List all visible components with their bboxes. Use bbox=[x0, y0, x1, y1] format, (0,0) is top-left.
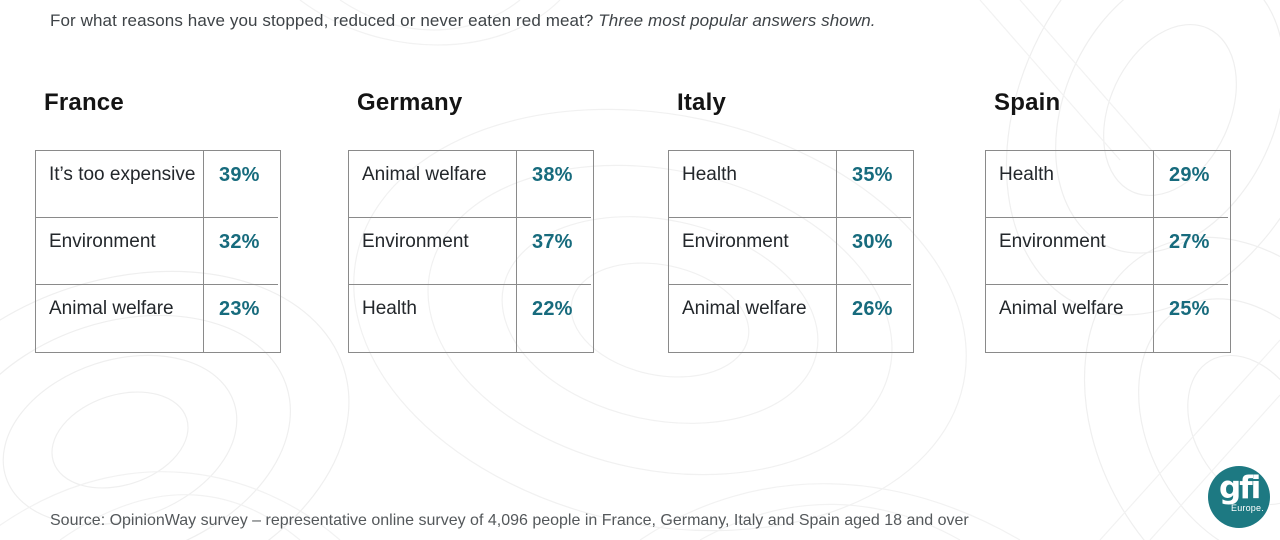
table-cell-reason: It’s too expensive bbox=[36, 151, 204, 218]
table-cell-percent: 23% bbox=[219, 298, 260, 320]
country-block-spain: Spain Health 29% Environment 27% Animal … bbox=[985, 88, 1231, 353]
table-cell-percent: 30% bbox=[837, 218, 911, 285]
table-cell-percent: 39% bbox=[204, 151, 278, 218]
table-cell-reason: Environment bbox=[986, 218, 1154, 285]
table-cell-reason: Animal welfare bbox=[986, 285, 1154, 352]
table-cell-reason: Health bbox=[986, 151, 1154, 218]
table-cell-percent: 22% bbox=[532, 298, 573, 320]
page-title: For what reasons have you stopped, reduc… bbox=[50, 11, 876, 31]
table-cell-reason: Health bbox=[669, 151, 837, 218]
table-cell-reason: Health bbox=[349, 285, 517, 352]
table-germany: Animal welfare 38% Environment 37% Healt… bbox=[348, 150, 594, 353]
gfi-logo-text: gfi bbox=[1219, 470, 1261, 506]
country-heading-france: France bbox=[44, 89, 124, 116]
table-cell-percent: 25% bbox=[1169, 298, 1210, 320]
title-main: For what reasons have you stopped, reduc… bbox=[50, 11, 599, 30]
country-block-italy: Italy Health 35% Environment 30% Animal … bbox=[668, 88, 914, 353]
table-cell-percent: 35% bbox=[837, 151, 911, 218]
table-cell-reason: Environment bbox=[669, 218, 837, 285]
title-emphasis: Three most popular answers shown. bbox=[598, 11, 876, 30]
table-cell-percent: 27% bbox=[1154, 218, 1228, 285]
table-cell-reason: Environment bbox=[349, 218, 517, 285]
country-heading-spain: Spain bbox=[994, 89, 1061, 116]
source-attribution: Source: OpinionWay survey – representati… bbox=[50, 512, 969, 529]
country-block-france: France It’s too expensive 39% Environmen… bbox=[35, 88, 281, 353]
gfi-logo-region-text: Europe. bbox=[1231, 503, 1264, 513]
table-cell-reason: Animal welfare bbox=[349, 151, 517, 218]
table-cell-percent: 38% bbox=[517, 151, 591, 218]
table-france: It’s too expensive 39% Environment 32% A… bbox=[35, 150, 281, 353]
table-cell-percent: 29% bbox=[1154, 151, 1228, 218]
country-heading-germany: Germany bbox=[357, 89, 463, 116]
table-cell-percent: 37% bbox=[517, 218, 591, 285]
table-spain: Health 29% Environment 27% Animal welfar… bbox=[985, 150, 1231, 353]
gfi-europe-logo: gfi Europe. bbox=[1208, 466, 1270, 528]
country-block-germany: Germany Animal welfare 38% Environment 3… bbox=[348, 88, 594, 353]
table-cell-reason: Environment bbox=[36, 218, 204, 285]
table-cell-reason: Animal welfare bbox=[36, 285, 204, 352]
table-cell-reason: Animal welfare bbox=[669, 285, 837, 352]
table-cell-percent: 32% bbox=[204, 218, 278, 285]
table-cell-percent: 26% bbox=[852, 298, 893, 320]
country-heading-italy: Italy bbox=[677, 89, 727, 116]
table-italy: Health 35% Environment 30% Animal welfar… bbox=[668, 150, 914, 353]
